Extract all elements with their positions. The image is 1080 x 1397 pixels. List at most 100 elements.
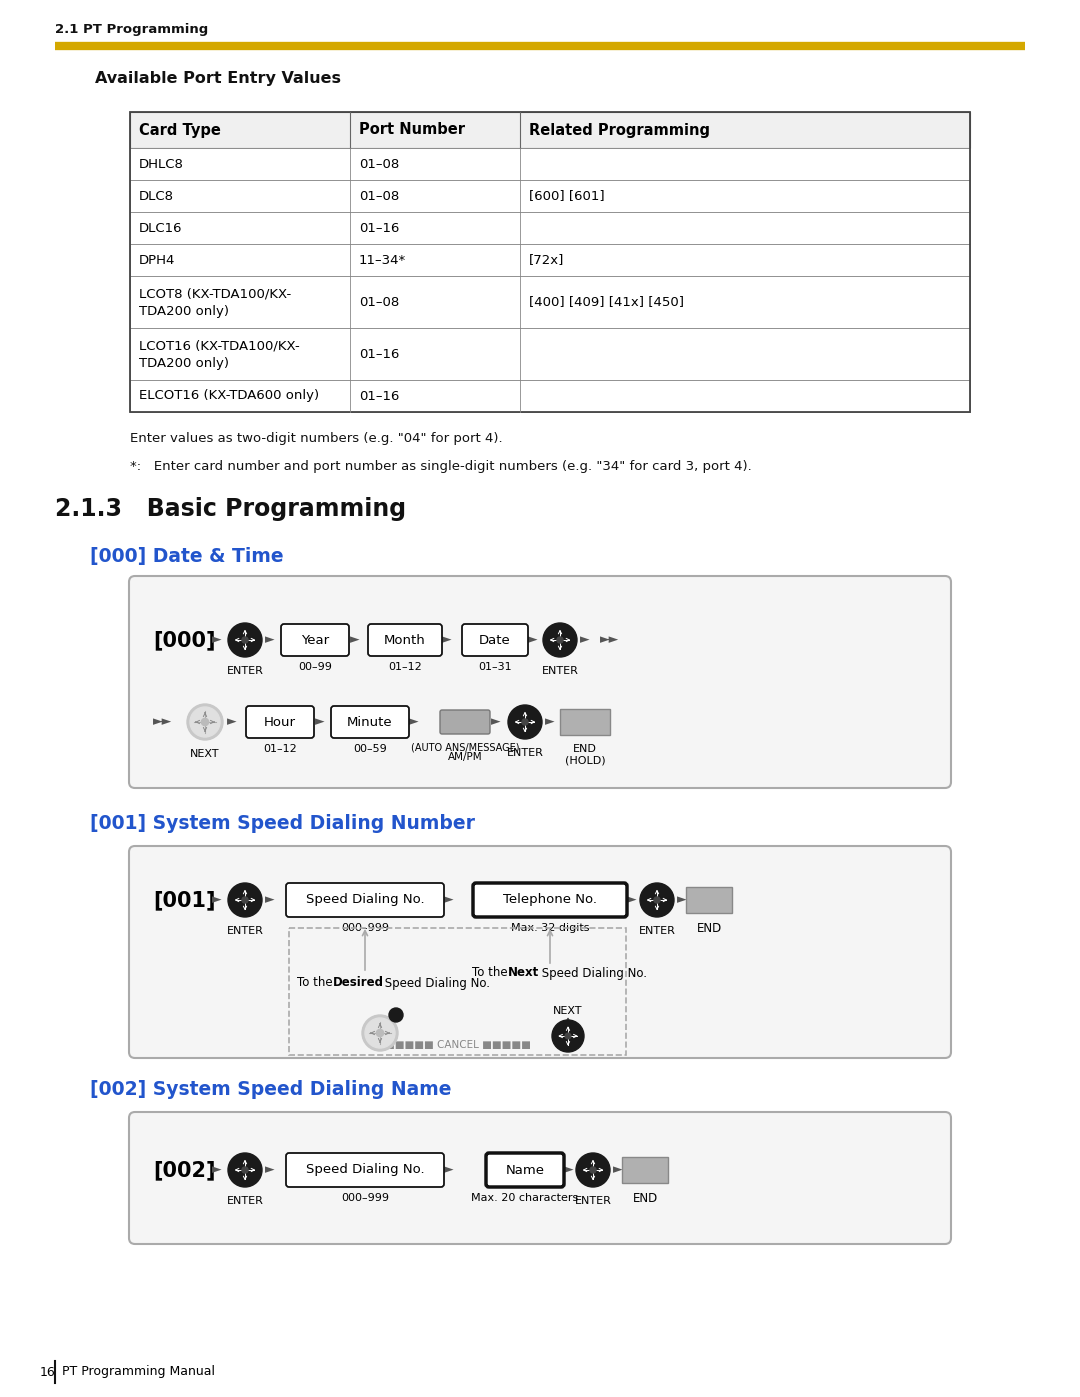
Text: ►: ► [315, 715, 325, 728]
Text: ►: ► [409, 715, 419, 728]
Text: 01–12: 01–12 [264, 745, 297, 754]
Text: Telephone No.: Telephone No. [503, 894, 597, 907]
Text: PT Programming Manual: PT Programming Manual [62, 1365, 215, 1379]
Text: ►►: ►► [600, 633, 620, 647]
Text: To the: To the [472, 967, 511, 979]
Text: 00–59: 00–59 [353, 745, 387, 754]
Text: NEXT: NEXT [190, 749, 219, 759]
Text: ►: ► [564, 1164, 573, 1176]
Text: ►: ► [545, 715, 555, 728]
FancyBboxPatch shape [129, 847, 951, 1058]
Circle shape [654, 897, 660, 902]
Text: ►: ► [266, 633, 274, 647]
Circle shape [565, 1034, 571, 1039]
FancyBboxPatch shape [130, 244, 970, 277]
Text: ENTER: ENTER [227, 926, 264, 936]
Circle shape [242, 1166, 248, 1173]
Text: 01–08: 01–08 [359, 190, 400, 203]
Text: END
(HOLD): END (HOLD) [565, 745, 605, 766]
Text: Available Port Entry Values: Available Port Entry Values [95, 70, 341, 85]
FancyBboxPatch shape [130, 328, 970, 380]
Text: DLC8: DLC8 [139, 190, 174, 203]
Text: (AUTO ANS/MESSAGE): (AUTO ANS/MESSAGE) [410, 742, 519, 752]
Text: ENTER: ENTER [575, 1196, 611, 1206]
Text: ENTER: ENTER [227, 1196, 264, 1206]
Text: ►: ► [491, 715, 501, 728]
Text: DHLC8: DHLC8 [139, 158, 184, 170]
Text: 00–99: 00–99 [298, 662, 332, 672]
Text: END: END [697, 922, 721, 935]
FancyBboxPatch shape [440, 710, 490, 733]
Circle shape [228, 1153, 262, 1187]
Text: TDA200 only): TDA200 only) [139, 356, 229, 369]
Circle shape [187, 704, 222, 740]
Circle shape [377, 1030, 383, 1037]
Text: 16: 16 [40, 1365, 56, 1379]
Text: ►: ► [212, 894, 221, 907]
Text: TDA200 only): TDA200 only) [139, 305, 229, 317]
Text: ►: ► [528, 633, 538, 647]
Circle shape [552, 1020, 584, 1052]
Text: [000] Date & Time: [000] Date & Time [90, 548, 284, 566]
Text: [001]: [001] [153, 890, 216, 909]
Text: Speed Dialing No.: Speed Dialing No. [538, 967, 647, 979]
Text: 01–12: 01–12 [388, 662, 422, 672]
Text: AM/PM: AM/PM [448, 752, 483, 761]
FancyBboxPatch shape [286, 883, 444, 916]
FancyBboxPatch shape [330, 705, 409, 738]
Text: END: END [633, 1192, 658, 1206]
Text: 000–999: 000–999 [341, 1193, 389, 1203]
Text: ►►: ►► [153, 715, 172, 728]
Circle shape [365, 1018, 395, 1048]
FancyBboxPatch shape [281, 624, 349, 657]
Text: LCOT8 (KX-TDA100/KX-: LCOT8 (KX-TDA100/KX- [139, 288, 292, 300]
Circle shape [590, 1166, 596, 1173]
Text: ►: ► [266, 1164, 274, 1176]
Text: [002] System Speed Dialing Name: [002] System Speed Dialing Name [90, 1080, 451, 1099]
Text: ►: ► [350, 633, 360, 647]
Text: DLC16: DLC16 [139, 222, 183, 235]
FancyBboxPatch shape [129, 576, 951, 788]
Text: ►: ► [627, 894, 637, 907]
Text: ►: ► [212, 633, 221, 647]
FancyBboxPatch shape [486, 1153, 564, 1187]
Text: ENTER: ENTER [541, 666, 579, 676]
Text: Minute: Minute [347, 715, 393, 728]
Text: Date: Date [480, 633, 511, 647]
Text: ►: ► [444, 1164, 454, 1176]
Text: [001] System Speed Dialing Number: [001] System Speed Dialing Number [90, 814, 475, 833]
Circle shape [228, 623, 262, 657]
Circle shape [508, 705, 542, 739]
Text: [72x]: [72x] [529, 253, 565, 267]
Circle shape [389, 1009, 403, 1023]
Text: 11–34*: 11–34* [359, 253, 406, 267]
FancyBboxPatch shape [462, 624, 528, 657]
Circle shape [576, 1153, 610, 1187]
Text: To the: To the [297, 977, 336, 989]
Text: ►: ► [266, 894, 274, 907]
Circle shape [242, 637, 248, 643]
FancyBboxPatch shape [130, 212, 970, 244]
FancyBboxPatch shape [129, 1112, 951, 1243]
Text: ►: ► [212, 1164, 221, 1176]
Text: ►: ► [227, 715, 237, 728]
FancyBboxPatch shape [130, 380, 970, 412]
Text: ►: ► [613, 1164, 623, 1176]
Text: Hour: Hour [264, 715, 296, 728]
Text: Card Type: Card Type [139, 123, 221, 137]
Text: Month: Month [384, 633, 426, 647]
Circle shape [362, 1016, 399, 1051]
Text: NEXT: NEXT [553, 1006, 583, 1016]
Text: 2.1 PT Programming: 2.1 PT Programming [55, 24, 208, 36]
Text: [400] [409] [41x] [450]: [400] [409] [41x] [450] [529, 296, 684, 309]
Text: LCOT16 (KX-TDA100/KX-: LCOT16 (KX-TDA100/KX- [139, 339, 300, 352]
Text: Port Number: Port Number [359, 123, 465, 137]
Text: 01–16: 01–16 [359, 222, 400, 235]
Text: Desired: Desired [333, 977, 384, 989]
Text: Related Programming: Related Programming [529, 123, 710, 137]
Text: ELCOT16 (KX-TDA600 only): ELCOT16 (KX-TDA600 only) [139, 390, 319, 402]
Text: ►: ► [442, 633, 451, 647]
Text: DPH4: DPH4 [139, 253, 175, 267]
Text: Max. 32 digits: Max. 32 digits [511, 923, 590, 933]
Text: ■■■■■ CANCEL ■■■■■: ■■■■■ CANCEL ■■■■■ [384, 1039, 530, 1051]
